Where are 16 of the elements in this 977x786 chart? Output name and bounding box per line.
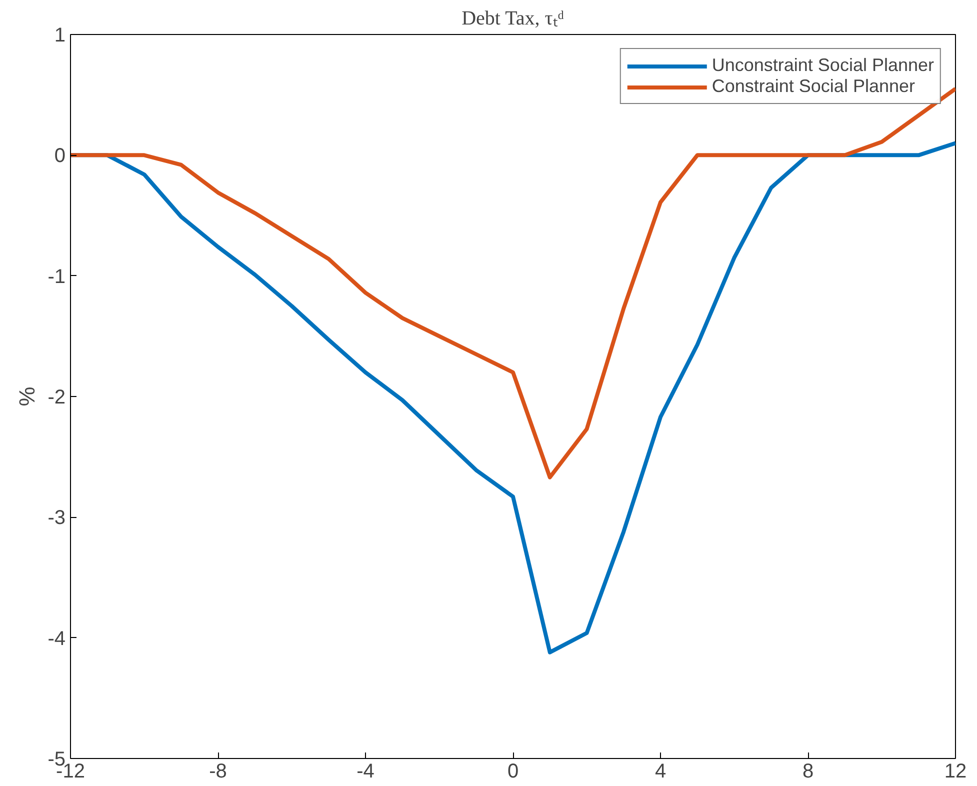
x-tick-label: 8 xyxy=(802,760,814,782)
y-tick-label: -3 xyxy=(48,507,66,530)
y-tick-label: 0 xyxy=(54,145,66,168)
y-tick-label: 1 xyxy=(54,24,66,46)
y-tick-label: -4 xyxy=(48,628,66,650)
x-tick-label: 12 xyxy=(944,760,967,782)
x-tick-label: -8 xyxy=(209,760,227,782)
y-tick-label: -1 xyxy=(48,266,66,288)
y-axis-title: % xyxy=(14,386,40,406)
x-tick-label: -4 xyxy=(356,760,374,782)
legend-label: Constraint Social Planner xyxy=(712,76,915,97)
y-tick-label: -2 xyxy=(48,386,66,408)
x-tick-label: 0 xyxy=(507,760,519,782)
x-tick-label: 4 xyxy=(654,760,666,782)
legend-label: Unconstraint Social Planner xyxy=(712,55,934,76)
chart-title: Debt Tax, τₜᵈ xyxy=(462,8,564,30)
